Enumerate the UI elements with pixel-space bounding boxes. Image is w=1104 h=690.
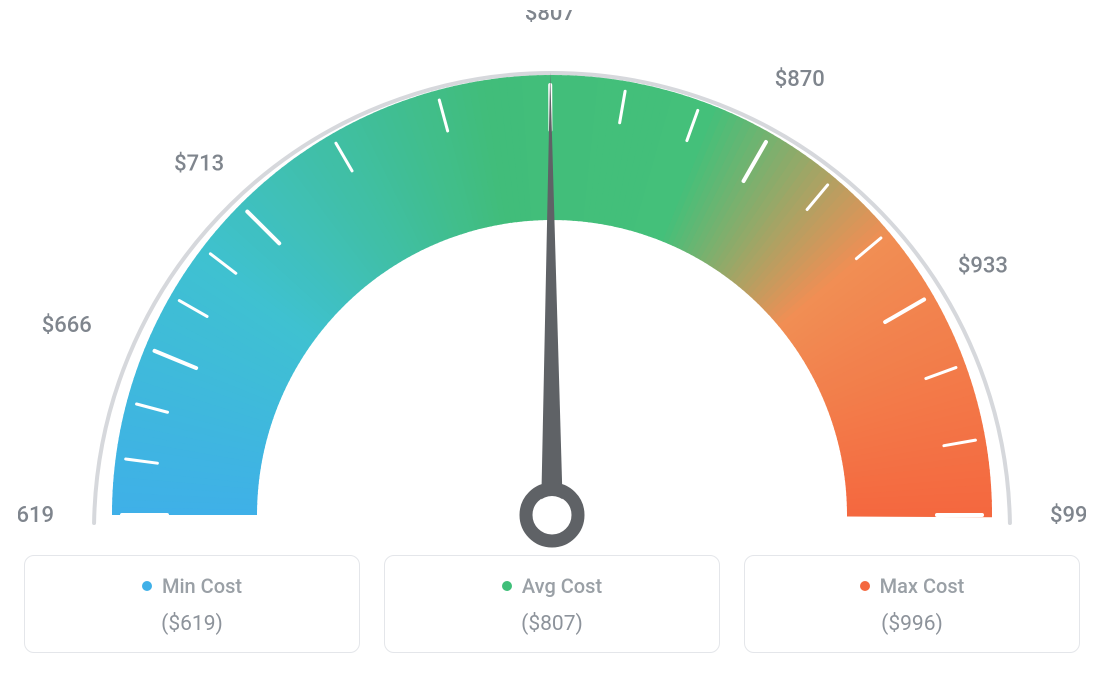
legend-label: Avg Cost [522, 574, 602, 598]
dot-icon [502, 581, 512, 591]
legend-card-avg: Avg Cost ($807) [384, 555, 720, 653]
tick-label: $713 [174, 152, 224, 177]
legend-card-min: Min Cost ($619) [24, 555, 360, 653]
legend-row: Min Cost ($619) Avg Cost ($807) Max Cost… [18, 555, 1086, 653]
dot-icon [860, 581, 870, 591]
legend-card-max: Max Cost ($996) [744, 555, 1080, 653]
legend-title-max: Max Cost [860, 574, 965, 598]
tick-label: $933 [958, 253, 1008, 278]
gauge-area: $619 $666 $713 $807 $870 $933 $996 [18, 10, 1086, 555]
legend-label: Min Cost [162, 574, 242, 598]
gauge-chart-container: $619 $666 $713 $807 $870 $933 $996 Min Cost ($… [0, 0, 1104, 690]
tick-label: $870 [775, 67, 825, 92]
legend-value: ($807) [395, 612, 709, 636]
dot-icon [142, 581, 152, 591]
tick-label: $666 [42, 313, 92, 338]
legend-value: ($619) [35, 612, 349, 636]
tick-label: $996 [1050, 503, 1086, 528]
legend-title-min: Min Cost [142, 574, 242, 598]
legend-title-avg: Avg Cost [502, 574, 602, 598]
tick-label: $807 [525, 10, 575, 26]
legend-label: Max Cost [880, 574, 965, 598]
tick-label: $619 [18, 503, 54, 528]
legend-value: ($996) [755, 612, 1069, 636]
gauge-svg: $619 $666 $713 $807 $870 $933 $996 [18, 10, 1086, 555]
